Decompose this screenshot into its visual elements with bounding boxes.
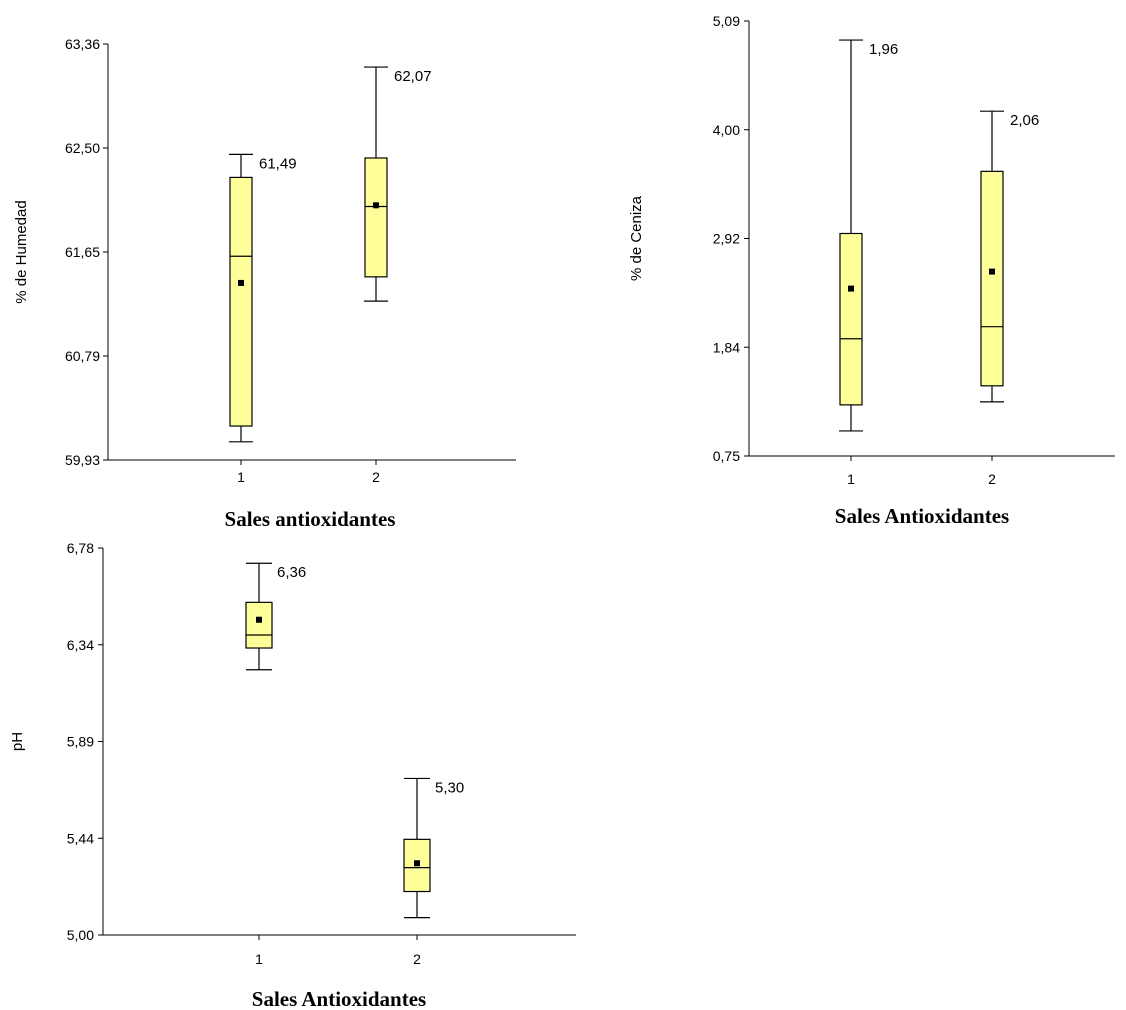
y-axis-title: % de Ceniza: [628, 195, 645, 281]
x-axis-title: Sales Antioxidantes: [835, 504, 1009, 528]
y-tick-label: 6,78: [67, 540, 94, 556]
x-axis-title: Sales Antioxidantes: [252, 987, 426, 1010]
box: [840, 233, 862, 404]
box: [230, 177, 252, 426]
x-tick-label: 1: [847, 471, 855, 487]
value-label: 62,07: [394, 68, 432, 85]
mean-marker: [414, 860, 420, 866]
y-tick-label: 61,65: [65, 244, 100, 260]
mean-marker: [256, 617, 262, 623]
mean-marker: [373, 202, 379, 208]
value-label: 5,30: [435, 779, 464, 796]
y-tick-label: 5,44: [67, 830, 94, 846]
value-label: 6,36: [277, 564, 306, 581]
box: [246, 602, 272, 648]
box: [981, 171, 1003, 385]
x-axis-title: Sales antioxidantes: [225, 507, 396, 531]
y-tick-label: 63,36: [65, 36, 100, 52]
y-tick-label: 5,09: [713, 13, 740, 29]
mean-marker: [848, 286, 854, 292]
mean-marker: [238, 280, 244, 286]
y-tick-label: 5,00: [67, 927, 94, 943]
y-tick-label: 60,79: [65, 348, 100, 364]
y-tick-label: 6,34: [67, 637, 94, 653]
x-tick-label: 1: [255, 951, 263, 967]
x-tick-label: 1: [237, 469, 245, 485]
x-tick-label: 2: [413, 951, 421, 967]
y-tick-label: 62,50: [65, 140, 100, 156]
y-tick-label: 5,89: [67, 734, 94, 750]
mean-marker: [989, 269, 995, 275]
y-axis-title: pH: [9, 732, 26, 751]
y-axis-title: % de Humedad: [13, 200, 30, 303]
y-tick-label: 0,75: [713, 448, 740, 464]
y-tick-label: 1,84: [713, 339, 740, 355]
value-label: 1,96: [869, 41, 898, 58]
y-tick-label: 59,93: [65, 452, 100, 468]
y-tick-label: 2,92: [713, 231, 740, 247]
x-tick-label: 2: [988, 471, 996, 487]
value-label: 2,06: [1010, 112, 1039, 129]
y-tick-label: 4,00: [713, 122, 740, 138]
x-tick-label: 2: [372, 469, 380, 485]
box: [365, 158, 387, 277]
value-label: 61,49: [259, 155, 297, 172]
